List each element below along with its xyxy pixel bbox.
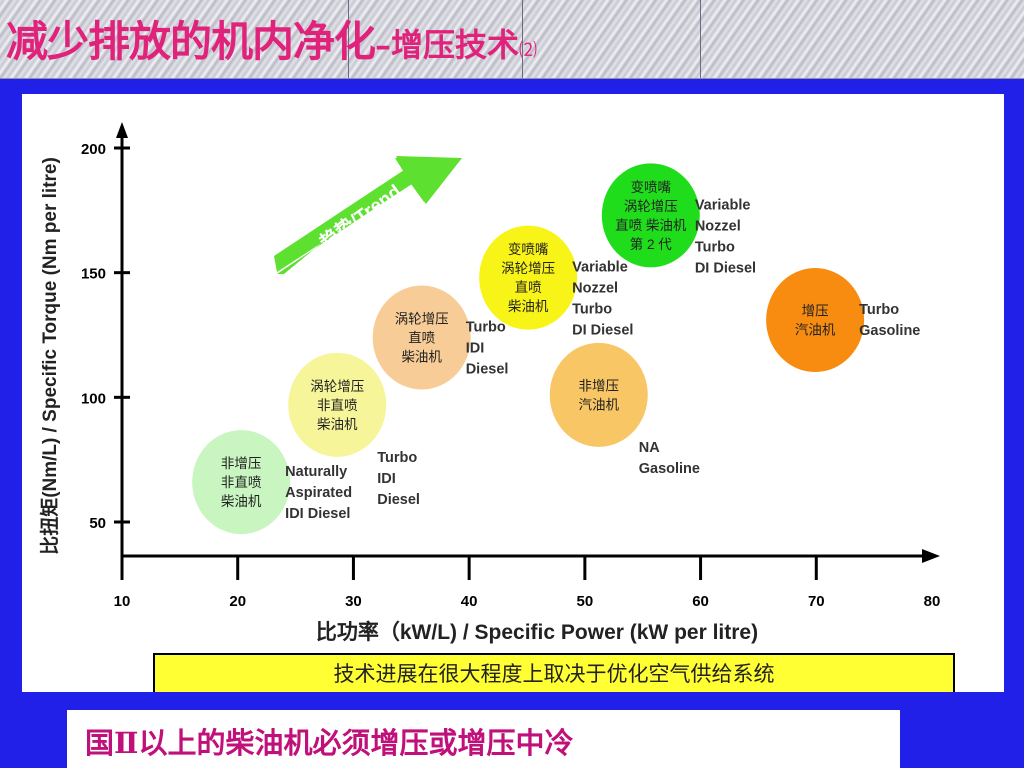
x-tick-label: 70	[808, 593, 825, 610]
conclusion-banner-text: 技术进展在很大程度上取决于优化空气供给系统	[334, 663, 775, 686]
data-point-cn-label: 涡轮增压	[624, 199, 678, 214]
data-point-cn-label: 直喷 柴油机	[615, 218, 687, 233]
data-point-en-label: Variable	[695, 197, 751, 213]
data-point-en-label: IDI	[466, 340, 485, 356]
title-main: 减少排放的机内净化	[6, 17, 376, 66]
title-bar: 减少排放的机内净化–增压技术⑵	[0, 0, 1024, 79]
data-point-en-label: Variable	[572, 260, 628, 276]
data-point-cn-label: 变喷嘴	[508, 242, 549, 257]
slide-title: 减少排放的机内净化–增压技术⑵	[6, 8, 537, 69]
data-point-en-label: Gasoline	[859, 323, 920, 339]
data-point-cn-label: 非增压	[578, 378, 619, 393]
data-point-cn-label: 增压	[802, 304, 829, 319]
data-point-cn-label: 直喷	[515, 280, 542, 295]
data-point-en-label: Turbo	[466, 319, 506, 335]
data-point-en-label: Naturally	[285, 464, 347, 480]
data-point-cn-label: 非直喷	[317, 398, 358, 413]
trend-arrow-label: 趋势/Trend	[315, 180, 405, 254]
data-point-ellipse	[192, 430, 291, 535]
conclusion-banner	[153, 653, 955, 695]
data-point-en-label: Aspirated	[285, 485, 352, 501]
data-point-en-label: IDI	[377, 471, 396, 487]
data-point-cn-label: 柴油机	[508, 299, 549, 314]
data-point-ellipse	[601, 163, 700, 268]
data-point-cn-label: 涡轮增压	[501, 261, 555, 276]
title-number: ⑵	[519, 40, 538, 61]
x-tick-label: 30	[345, 593, 362, 610]
trend-arrow-body	[274, 156, 462, 272]
data-point-en-label: Turbo	[572, 302, 612, 318]
chart-svg: 50 100 150 200 10 20 30 40 50 60 70 80 比功率（kW/L) / S…	[38, 122, 955, 695]
y-tick-label: 100	[81, 390, 106, 407]
x-axis-arrowhead	[922, 549, 940, 563]
data-point-cn-label: 汽油机	[795, 323, 836, 338]
data-point-cn-label: 柴油机	[317, 417, 358, 432]
data-point-en-label: Turbo	[377, 450, 417, 466]
x-tick-label: 50	[577, 593, 594, 610]
data-point-en-label: DI Diesel	[572, 323, 633, 339]
data-point-en-label: Diesel	[377, 492, 420, 508]
x-tick-label: 80	[924, 593, 941, 610]
y-tick-label: 50	[89, 515, 106, 532]
data-point-en-label: Nozzel	[572, 281, 618, 297]
title-divider	[522, 0, 523, 78]
data-point-en-label: NA	[639, 440, 660, 456]
title-divider	[700, 0, 701, 78]
data-point-en-label: Diesel	[466, 361, 509, 377]
data-point-ellipse	[479, 225, 578, 330]
chart-panel: 50 100 150 200 10 20 30 40 50 60 70 80 比功率（kW/L) / S…	[22, 94, 1004, 695]
bottom-note: 国Ⅱ以上的柴油机必须增压或增压中冷	[85, 726, 574, 760]
data-point-en-label: Nozzel	[695, 218, 741, 234]
y-axis-title: 比扭矩(Nm/L) / Specific Torque (Nm per litr…	[38, 157, 61, 555]
data-point-ellipse	[549, 342, 648, 447]
data-point-ellipse	[372, 285, 471, 390]
data-point-en-label: Turbo	[859, 302, 899, 318]
data-point-cn-label: 汽油机	[578, 397, 619, 412]
data-point-cn-label: 非直喷	[221, 475, 262, 490]
data-point-cn-label: 涡轮增压	[310, 379, 364, 394]
data-point-cn-label: 涡轮增压	[395, 311, 449, 326]
y-tick-label: 150	[81, 266, 106, 283]
x-tick-label: 40	[461, 593, 478, 610]
data-point-cn-label: 变喷嘴	[631, 180, 672, 195]
data-point-en-label: Gasoline	[639, 461, 700, 477]
data-point-cn-label: 第 2 代	[630, 236, 673, 252]
x-tick-label: 20	[229, 593, 246, 610]
y-axis-arrowhead	[116, 122, 128, 138]
x-tick-label: 10	[114, 593, 131, 610]
title-divider	[348, 0, 349, 78]
data-point-cn-label: 柴油机	[221, 494, 262, 509]
data-point-en-label: DI Diesel	[695, 260, 756, 276]
data-point-cn-label: 直喷	[408, 330, 435, 345]
title-sub: –增压技术	[375, 26, 520, 64]
y-tick-label: 200	[81, 141, 106, 158]
data-point-cn-label: 柴油机	[401, 349, 442, 364]
data-point-ellipse	[766, 268, 865, 373]
data-point-cn-label: 非增压	[221, 456, 262, 471]
x-tick-label: 60	[692, 593, 709, 610]
data-point-en-label: Turbo	[695, 239, 735, 255]
bottom-note-box: 国Ⅱ以上的柴油机必须增压或增压中冷	[67, 710, 900, 768]
data-point-en-label: IDI Diesel	[285, 506, 350, 522]
x-axis-title: 比功率（kW/L) / Specific Power (kW per litre…	[316, 620, 758, 644]
data-point-ellipse	[288, 352, 387, 457]
